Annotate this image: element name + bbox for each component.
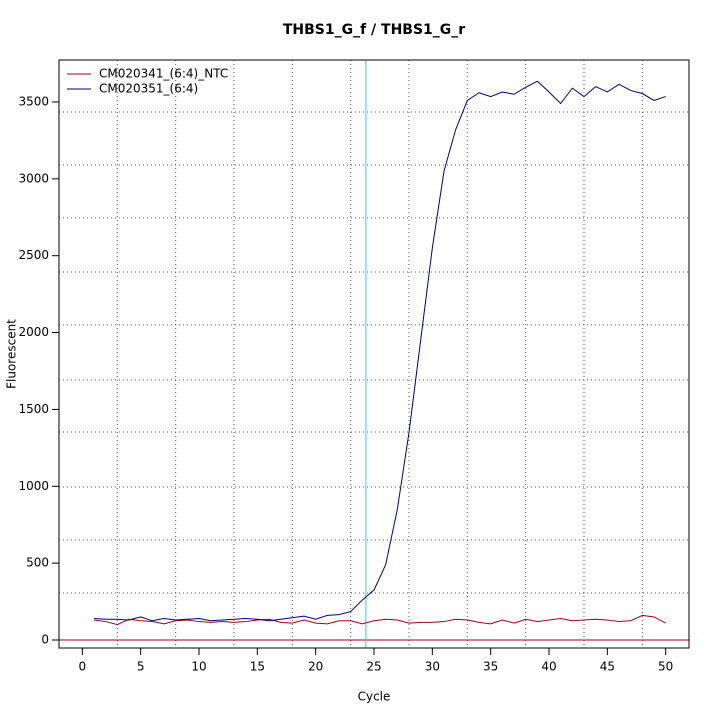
- x-tick-label: 50: [658, 660, 673, 674]
- y-tick-label: 3000: [18, 171, 49, 185]
- y-tick-label: 2000: [18, 325, 49, 339]
- x-tick-label: 15: [250, 660, 265, 674]
- legend-label: CM020341_(6:4)_NTC: [99, 67, 228, 81]
- y-tick-label: 2500: [18, 248, 49, 262]
- chart-title: THBS1_G_f / THBS1_G_r: [283, 22, 465, 38]
- y-tick-label: 0: [41, 633, 49, 647]
- y-tick-label: 1500: [18, 402, 49, 416]
- x-tick-label: 45: [600, 660, 615, 674]
- plot-frame: [58, 59, 690, 649]
- y-tick-label: 500: [26, 556, 49, 570]
- x-tick-label: 0: [79, 660, 87, 674]
- x-tick-label: 40: [541, 660, 556, 674]
- series-line: [93, 614, 666, 626]
- x-axis-label: Cycle: [358, 690, 391, 704]
- x-tick-label: 35: [483, 660, 498, 674]
- series-line: [93, 80, 666, 622]
- x-tick-label: 5: [137, 660, 145, 674]
- x-tick-label: 20: [308, 660, 323, 674]
- y-tick-label: 1000: [18, 479, 49, 493]
- legend-label: CM020351_(6:4): [99, 82, 198, 96]
- y-tick-label: 3500: [18, 94, 49, 108]
- y-axis-label: Fluorescent: [5, 319, 19, 389]
- x-tick-label: 25: [366, 660, 381, 674]
- x-tick-label: 10: [191, 660, 206, 674]
- x-tick-label: 30: [425, 660, 440, 674]
